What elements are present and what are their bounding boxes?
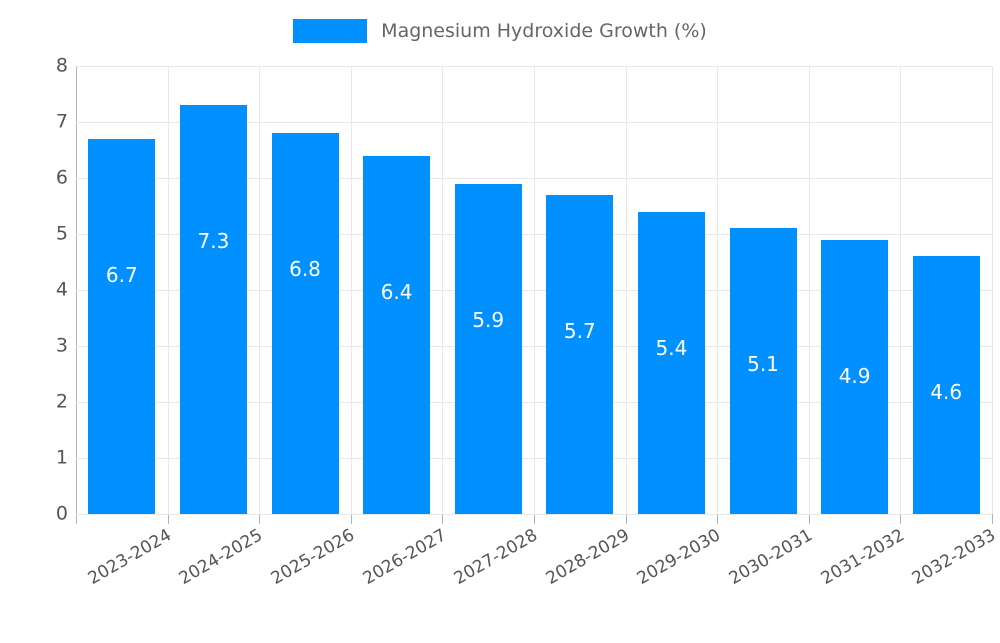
gridline-horizontal (76, 514, 992, 515)
bar[interactable] (729, 228, 797, 514)
x-axis-tick-mark (442, 515, 443, 524)
x-axis-tick-mark (534, 515, 535, 524)
gridline-vertical (717, 66, 718, 514)
x-axis-tick-mark (259, 515, 260, 524)
x-axis-category-label: 2031-2032 (817, 525, 908, 589)
plot-area: 6.7 7.3 6.8 6.4 5.9 5.7 5.4 5.1 4.9 4.6 (76, 66, 993, 515)
gridline-vertical (168, 66, 169, 514)
bar-value-label: 5.7 (563, 318, 596, 343)
y-axis-tick-label: 7 (55, 110, 68, 133)
bar-value-label: 4.9 (838, 363, 871, 388)
gridline-vertical (992, 66, 993, 514)
x-axis-tick-mark (809, 515, 810, 524)
x-axis-category-label: 2026-2027 (359, 525, 450, 589)
x-axis-category-label: 2027-2028 (450, 525, 542, 589)
legend-item-magnesium-hydroxide-growth[interactable]: Magnesium Hydroxide Growth (%) (293, 19, 707, 43)
x-axis-category-label: 2028-2029 (542, 525, 633, 589)
gridline-vertical (351, 66, 352, 514)
legend-label: Magnesium Hydroxide Growth (%) (381, 19, 707, 42)
bar-value-label: 6.8 (289, 257, 321, 282)
x-axis-tick-mark (626, 515, 627, 524)
bar-value-label: 5.1 (747, 352, 779, 377)
bar-value-label: 4.6 (930, 380, 963, 405)
x-axis-tick-mark (900, 515, 901, 524)
x-axis-tick-mark (76, 515, 77, 524)
gridline-vertical (626, 66, 627, 514)
bar-value-label: 7.3 (197, 229, 230, 254)
y-axis-tick-label: 1 (55, 446, 68, 469)
bar[interactable] (546, 194, 614, 514)
bar-value-label: 6.4 (380, 279, 413, 304)
x-axis-category-label: 2025-2026 (267, 525, 358, 589)
y-axis-tick-label: 4 (55, 278, 68, 301)
bar[interactable] (363, 155, 431, 514)
bar-value-label: 5.4 (655, 335, 688, 360)
bar[interactable] (179, 105, 247, 514)
bar[interactable] (912, 256, 980, 514)
legend-color-swatch (293, 19, 368, 43)
y-axis-tick-label: 6 (55, 166, 68, 189)
x-axis-tick-mark (351, 515, 352, 524)
y-axis-tick-label: 8 (55, 54, 68, 77)
y-axis-tick-label: 2 (55, 390, 68, 413)
x-axis-category-label: 2030-2031 (725, 525, 816, 589)
bar[interactable] (271, 133, 339, 514)
bar-value-label: 6.7 (105, 262, 138, 287)
gridline-vertical (442, 66, 443, 514)
bar[interactable] (637, 211, 705, 514)
x-axis-category-label: 2029-2030 (634, 525, 725, 589)
x-axis-category-label: 2032-2033 (908, 525, 1000, 589)
bar[interactable] (88, 138, 156, 514)
y-axis-tick-label: 5 (55, 222, 68, 245)
bar[interactable] (454, 183, 522, 514)
bar[interactable] (821, 239, 889, 514)
y-axis-tick-labels: 0 1 2 3 4 5 6 7 8 (0, 0, 68, 600)
bar-chart: Magnesium Hydroxide Growth (%) 0 1 2 3 4 5 6 7 8… (0, 0, 1000, 600)
gridline-vertical (259, 66, 260, 514)
x-axis-tick-mark (717, 515, 718, 524)
bar-value-label: 5.9 (472, 307, 505, 332)
chart-legend: Magnesium Hydroxide Growth (%) (0, 10, 1000, 52)
gridline-vertical (900, 66, 901, 514)
y-axis-tick-label: 3 (55, 334, 68, 357)
y-axis-tick-label: 0 (55, 502, 68, 525)
x-axis-category-label: 2024-2025 (176, 525, 267, 589)
gridline-vertical (534, 66, 535, 514)
gridline-vertical (809, 66, 810, 514)
x-axis-tick-mark (168, 515, 169, 524)
x-axis-tick-mark (992, 515, 993, 524)
